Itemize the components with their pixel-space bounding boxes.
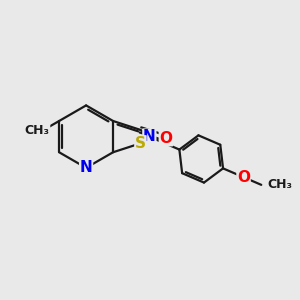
Text: CH₃: CH₃	[25, 124, 50, 137]
Text: N: N	[143, 129, 156, 144]
Text: N: N	[80, 160, 92, 175]
Text: O: O	[159, 131, 172, 146]
Text: O: O	[237, 170, 250, 185]
Text: S: S	[135, 136, 146, 151]
Text: CH₃: CH₃	[267, 178, 292, 191]
